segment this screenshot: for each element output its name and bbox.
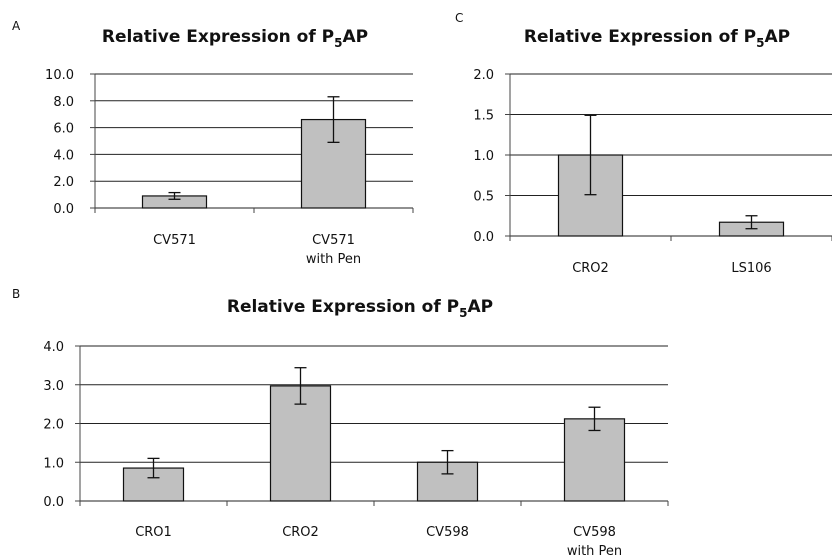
panel-letter: C bbox=[455, 11, 463, 25]
category-label: with Pen bbox=[567, 544, 622, 559]
chart-title-main: Relative Expression of P bbox=[227, 297, 459, 317]
category-label: LS106 bbox=[731, 261, 771, 276]
category-label: CV571 bbox=[153, 233, 196, 248]
y-tick-label: 1.0 bbox=[43, 456, 64, 471]
category-label: CRO2 bbox=[572, 261, 609, 276]
y-tick-label: 0.0 bbox=[473, 230, 494, 245]
chart-title-subscript: 5 bbox=[459, 306, 467, 320]
chart-title-main: Relative Expression of P bbox=[102, 27, 334, 47]
y-tick-label: 4.0 bbox=[53, 148, 74, 163]
y-tick-label: 2.0 bbox=[473, 68, 494, 83]
y-tick-label: 1.0 bbox=[473, 149, 494, 164]
category-label: CV598 bbox=[426, 525, 469, 540]
chart-title-subscript: 5 bbox=[756, 36, 764, 50]
panel-letter: A bbox=[12, 19, 21, 33]
panel-b-chart: B Relative Expression of P5AP 0.0 1.0 2.0 3.0… bbox=[12, 287, 669, 559]
category-label: CV598 bbox=[573, 525, 616, 540]
category-label: CRO1 bbox=[135, 525, 172, 540]
panel-letter: B bbox=[12, 287, 20, 301]
category-label: CV571 bbox=[312, 233, 355, 248]
y-tick-label: 0.0 bbox=[43, 495, 64, 510]
chart-title: Relative Expression of P5AP bbox=[102, 27, 368, 50]
chart-title-end: AP bbox=[343, 27, 369, 47]
category-label: with Pen bbox=[306, 252, 361, 267]
y-tick-label: 2.0 bbox=[53, 175, 74, 190]
category-label: CRO2 bbox=[282, 525, 319, 540]
chart-title-main: Relative Expression of P bbox=[524, 27, 756, 47]
y-tick-label: 10.0 bbox=[45, 68, 74, 83]
chart-title-subscript: 5 bbox=[334, 36, 342, 50]
y-tick-label: 1.5 bbox=[473, 109, 494, 124]
bar bbox=[563, 418, 626, 502]
chart-title-end: AP bbox=[468, 297, 494, 317]
y-tick-label: 3.0 bbox=[43, 379, 64, 394]
bar bbox=[269, 385, 332, 502]
y-tick-label: 0.0 bbox=[53, 202, 74, 217]
chart-title: Relative Expression of P5AP bbox=[524, 27, 790, 50]
y-tick-label: 2.0 bbox=[43, 418, 64, 433]
chart-title: Relative Expression of P5AP bbox=[227, 297, 493, 320]
y-tick-label: 4.0 bbox=[43, 340, 64, 355]
y-tick-label: 8.0 bbox=[53, 95, 74, 110]
y-tick-label: 0.5 bbox=[473, 190, 494, 205]
panel-c-chart: C Relative Expression of P5AP 0.0 0.5 1.0 1.5… bbox=[455, 11, 832, 276]
panel-a-chart: A Relative Expression of P5AP 0.0 2.0 4.0 6.0… bbox=[12, 19, 414, 267]
y-tick-label: 6.0 bbox=[53, 122, 74, 137]
chart-title-end: AP bbox=[765, 27, 791, 47]
